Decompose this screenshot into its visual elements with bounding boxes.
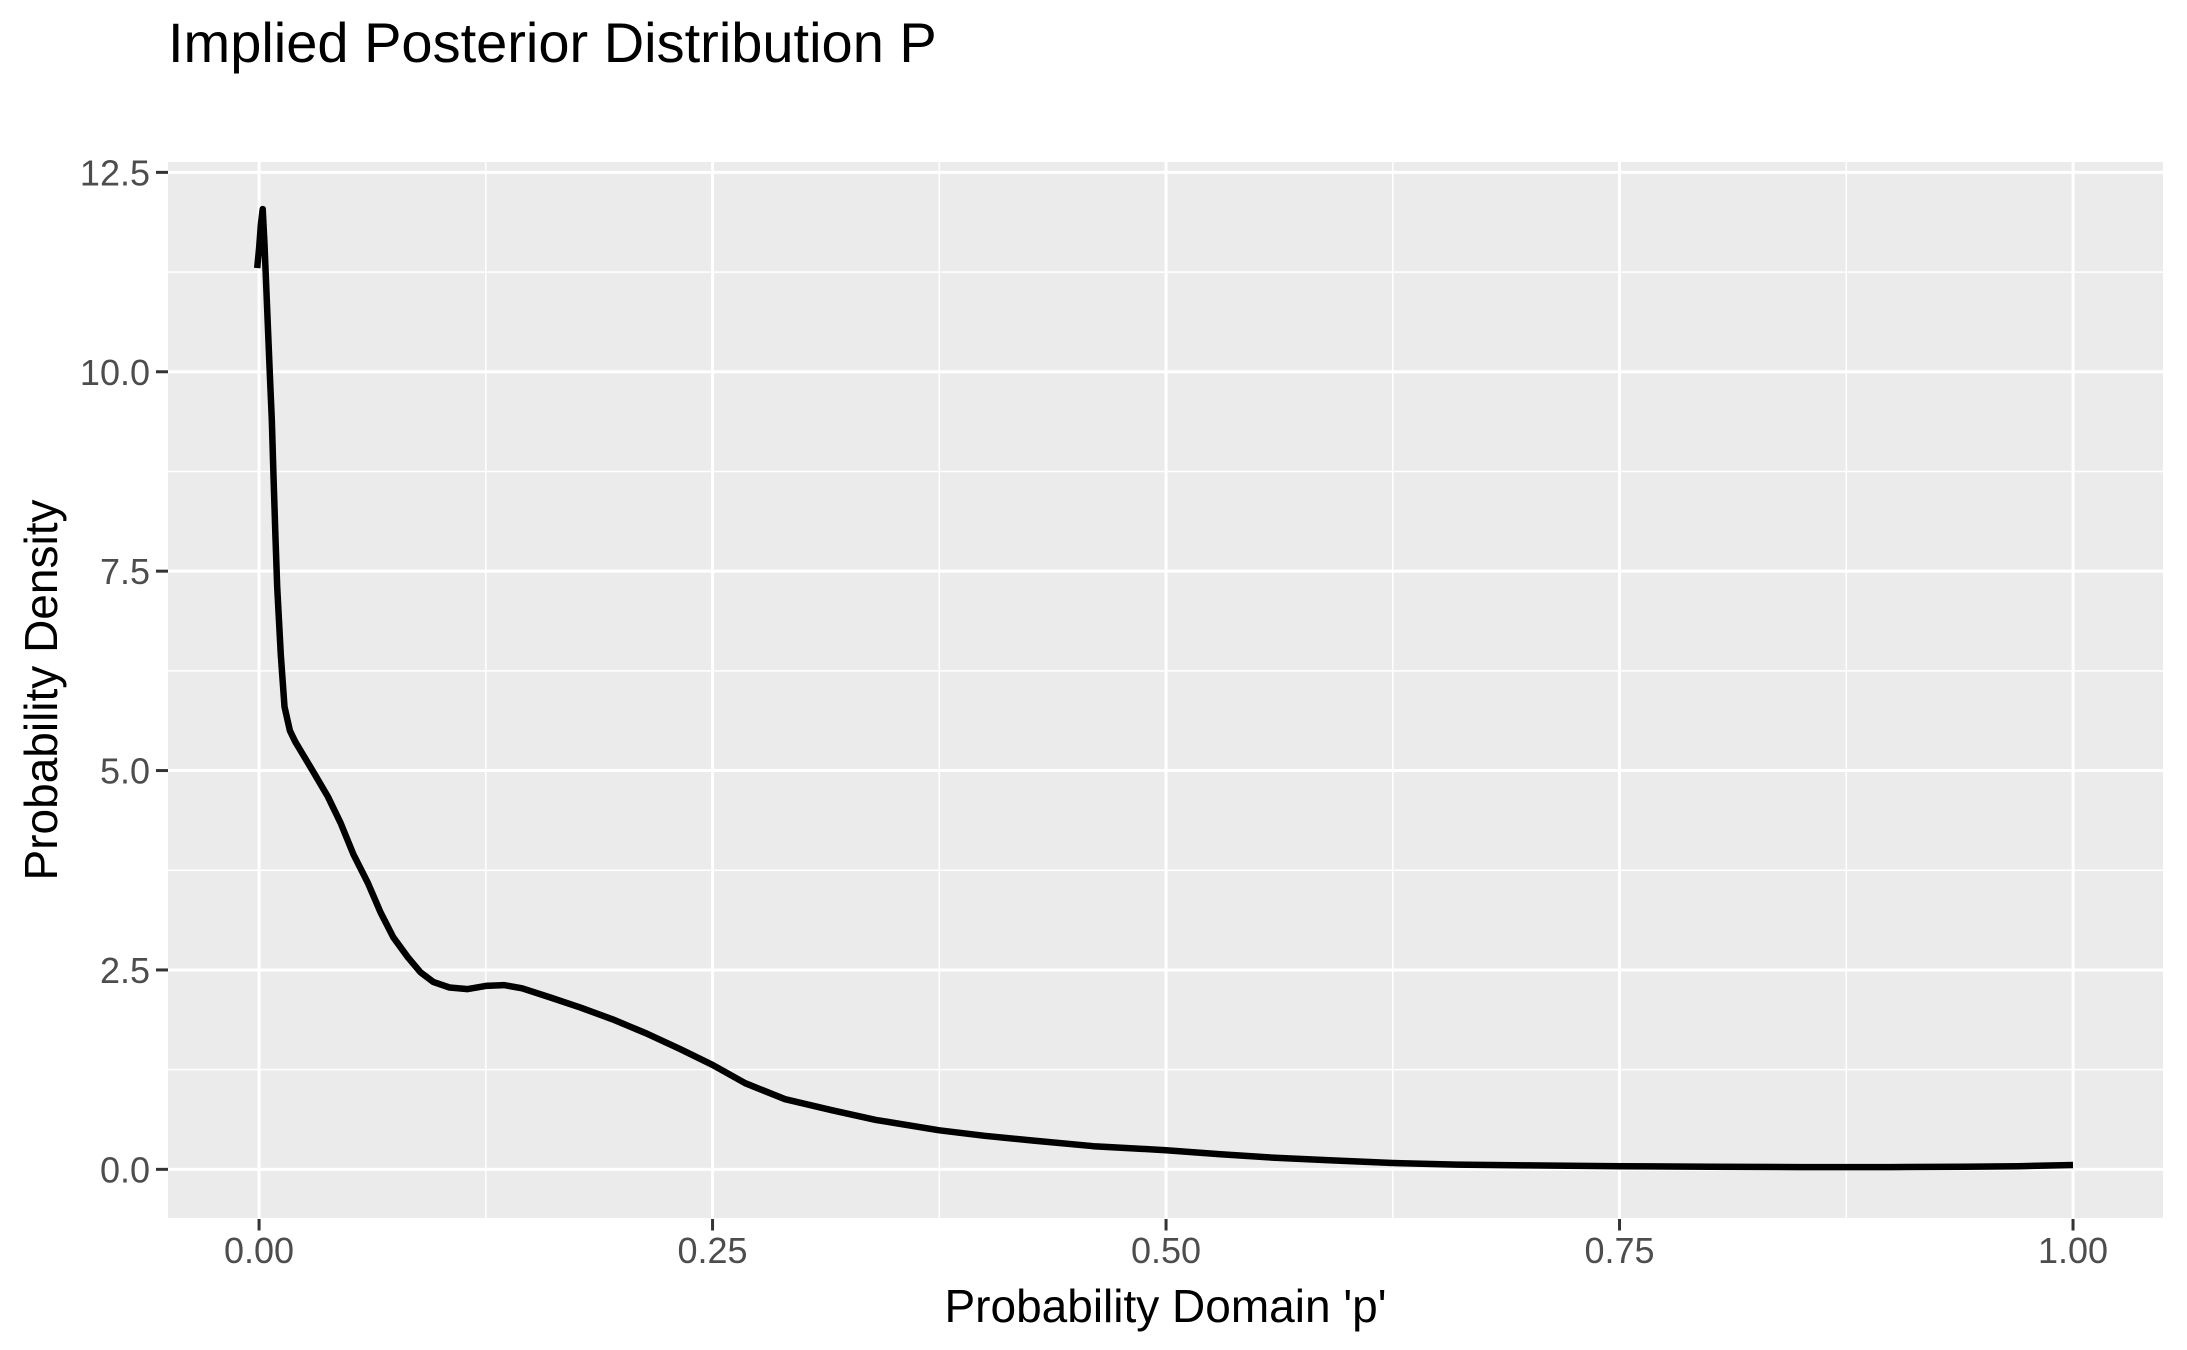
x-tick-label: 1.00 <box>2038 1230 2108 1271</box>
plot-title: Implied Posterior Distribution P <box>168 11 937 74</box>
axis-tick-marks <box>156 170 2075 1231</box>
y-tick-label: 12.5 <box>80 152 150 193</box>
y-tick-label: 7.5 <box>100 551 150 592</box>
y-axis-tick-labels: 0.0 2.5 5.0 7.5 10.0 12.5 <box>80 152 150 1190</box>
x-axis-title: Probability Domain 'p' <box>945 1280 1387 1332</box>
x-axis-tick-labels: 0.00 0.25 0.50 0.75 1.00 <box>224 1230 2108 1271</box>
y-tick-label: 10.0 <box>80 352 150 393</box>
y-tick-label: 2.5 <box>100 950 150 991</box>
y-axis-title: Probability Density <box>15 500 67 881</box>
x-tick-label: 0.75 <box>1584 1230 1654 1271</box>
y-tick-label: 0.0 <box>100 1149 150 1190</box>
x-tick-label: 0.00 <box>224 1230 294 1271</box>
x-tick-label: 0.25 <box>678 1230 748 1271</box>
x-tick-label: 0.50 <box>1131 1230 1201 1271</box>
density-curve <box>253 205 2074 1171</box>
y-tick-label: 5.0 <box>100 751 150 792</box>
